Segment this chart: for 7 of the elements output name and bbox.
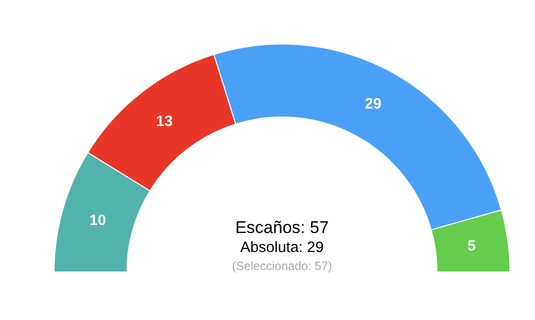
data-label: 13	[156, 112, 173, 130]
text: (Seleccionado: 57)	[232, 259, 332, 273]
text: Escaños: 57	[235, 218, 329, 237]
data-label: 29	[364, 96, 382, 113]
text: Absoluta: 29	[240, 239, 324, 256]
data-label: 5	[468, 238, 476, 255]
data-label: 10	[89, 212, 106, 229]
